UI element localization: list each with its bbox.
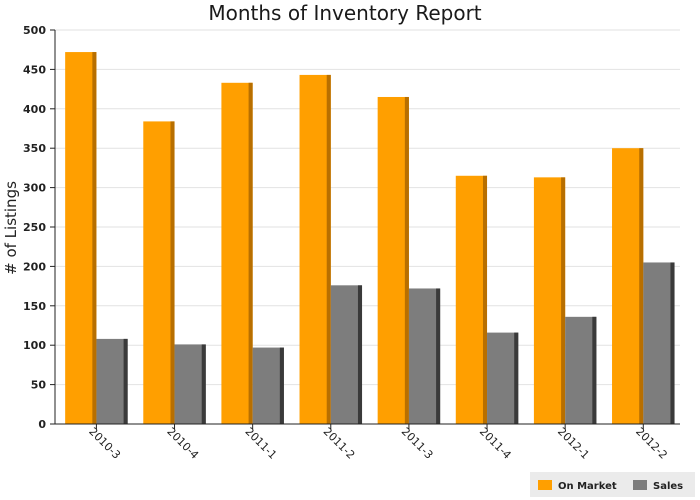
bar-face	[455, 175, 488, 424]
bar-shade	[123, 338, 128, 424]
bar-face	[533, 177, 566, 424]
bar-sales	[174, 344, 206, 424]
legend-label: Sales	[653, 481, 683, 492]
bar-on-market	[612, 148, 644, 424]
legend-swatch	[538, 480, 552, 490]
bar-face	[330, 285, 363, 424]
bar-shade	[92, 52, 97, 425]
bar-face	[408, 288, 441, 424]
legend-label: On Market	[558, 481, 617, 492]
bar-shade	[436, 288, 441, 424]
y-tick-label: 400	[23, 103, 46, 116]
y-tick-label: 450	[23, 63, 46, 76]
bar-face	[221, 82, 253, 425]
y-axis-ticks: 0 50 100 150 200 250 300 350 400 450 500	[23, 24, 55, 431]
y-tick-label: 200	[23, 260, 46, 273]
y-tick-label: 0	[38, 418, 46, 431]
bar-face	[96, 338, 128, 424]
bar-on-market	[455, 175, 488, 424]
bar-on-market	[533, 177, 566, 424]
bar-sales	[408, 288, 441, 424]
bar-shade	[248, 82, 253, 425]
bar-on-market	[221, 82, 253, 425]
bar-face	[487, 332, 519, 424]
bar-face	[377, 96, 409, 424]
legend: On Market Sales	[530, 472, 695, 497]
bar-shade	[326, 74, 331, 424]
bar-shade	[514, 332, 519, 424]
bar-shade	[404, 96, 409, 424]
bar-face	[143, 121, 175, 425]
legend-swatch	[633, 480, 647, 490]
bar-face	[643, 262, 675, 424]
bars	[65, 52, 675, 425]
y-tick-label: 300	[23, 182, 46, 195]
bar-shade	[639, 148, 644, 424]
y-axis-label: # of Listings	[2, 181, 20, 275]
legend-items: On Market Sales	[538, 480, 683, 492]
bar-on-market	[299, 74, 331, 424]
bar-sales	[487, 332, 519, 424]
bar-on-market	[377, 96, 409, 424]
legend-background	[530, 472, 695, 497]
bar-sales	[565, 316, 597, 424]
y-tick-label: 350	[23, 142, 46, 155]
bar-on-market	[65, 52, 97, 425]
bar-shade	[357, 285, 363, 424]
bar-on-market	[143, 121, 175, 425]
bar-face	[174, 344, 206, 424]
bar-shade	[201, 344, 206, 424]
bar-shade	[482, 175, 488, 424]
y-tick-label: 500	[23, 24, 46, 37]
bar-sales	[252, 347, 284, 424]
bar-shade	[170, 121, 175, 425]
bar-face	[65, 52, 97, 425]
bar-sales	[643, 262, 675, 424]
y-tick-label: 150	[23, 300, 46, 313]
bar-face	[565, 316, 597, 424]
y-tick-label: 50	[31, 379, 47, 392]
bar-shade	[592, 316, 597, 424]
chart-title: Months of Inventory Report	[208, 1, 481, 25]
bar-face	[612, 148, 644, 424]
bar-face	[299, 74, 331, 424]
y-tick-label: 250	[23, 221, 46, 234]
bar-shade	[561, 177, 566, 424]
bar-shade	[670, 262, 675, 424]
bar-sales	[330, 285, 363, 424]
bar-shade	[279, 347, 284, 424]
y-tick-label: 100	[23, 339, 46, 352]
bar-face	[252, 347, 284, 424]
bar-sales	[96, 338, 128, 424]
